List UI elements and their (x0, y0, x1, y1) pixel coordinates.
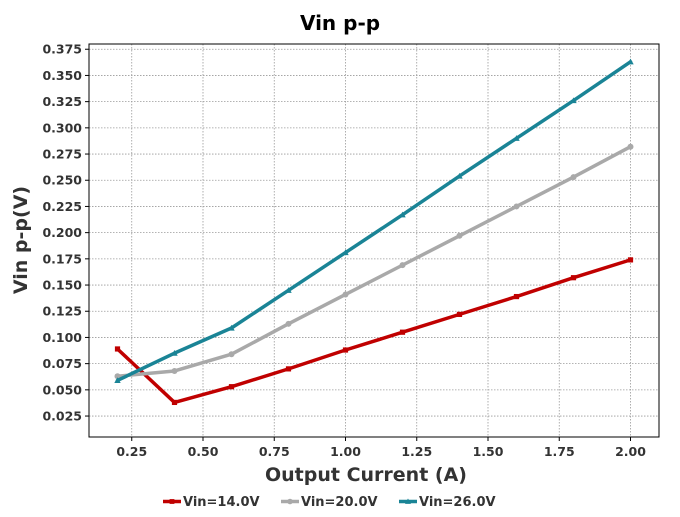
data-point (342, 291, 349, 298)
y-tick-label: 0.225 (42, 199, 82, 214)
legend-item: Vin=14.0V (163, 495, 260, 510)
data-point (228, 384, 235, 390)
series-line (115, 60, 633, 383)
data-point (405, 498, 411, 504)
x-tick-label: 1.75 (544, 444, 575, 459)
x-tick-label: 0.50 (188, 444, 219, 459)
y-tick-label: 0.350 (42, 68, 82, 83)
data-point (513, 293, 520, 300)
data-point (114, 373, 121, 380)
series-line (115, 258, 633, 405)
legend-label: Vin=26.0V (419, 495, 496, 510)
y-tick-label: 0.100 (42, 330, 82, 345)
data-point (570, 174, 577, 181)
y-tick-label: 0.300 (42, 120, 82, 135)
y-tick-label: 0.175 (42, 251, 82, 266)
data-point (342, 347, 349, 353)
series-vin-26-0v (114, 58, 634, 383)
y-tick-label: 0.250 (42, 173, 82, 188)
x-tick-label: 1.50 (473, 444, 504, 459)
data-point (114, 346, 121, 352)
data-point (171, 349, 178, 356)
data-point (627, 58, 634, 65)
plot-area (88, 43, 660, 438)
data-point (399, 211, 406, 218)
series-vin-20-0v (114, 143, 634, 380)
data-point (171, 367, 178, 374)
data-point (285, 287, 292, 293)
series-layer (114, 58, 634, 406)
data-point (456, 232, 463, 239)
y-tick-label: 0.025 (42, 409, 82, 424)
x-tick-label: 0.75 (259, 444, 290, 459)
y-tick-label: 0.050 (42, 382, 82, 397)
data-point (342, 249, 349, 256)
data-point (627, 143, 634, 150)
y-tick-label: 0.125 (42, 304, 82, 319)
data-point (570, 97, 577, 104)
data-point (114, 377, 121, 383)
data-point (171, 399, 178, 406)
legend-label: Vin=14.0V (183, 495, 260, 510)
data-point (287, 498, 293, 505)
y-tick-label: 0.150 (42, 278, 82, 293)
data-point (513, 203, 520, 210)
y-axis-label: Vin p-p(V) (10, 186, 32, 294)
data-point (228, 324, 235, 331)
x-tick-label: 1.25 (401, 444, 432, 459)
legend: Vin=14.0V Vin=20.0V Vin=26.0V (163, 495, 496, 510)
data-point (627, 257, 634, 263)
y-axis: 0.025 0.050 0.075 0.100 0.125 0.150 0.175 0.200… (42, 42, 89, 424)
y-tick-label: 0.325 (42, 94, 82, 109)
data-point (228, 351, 235, 358)
x-tick-label: 0.25 (116, 444, 147, 459)
legend-item: Vin=20.0V (281, 495, 378, 510)
x-tick-label: 2.00 (615, 444, 646, 459)
y-tick-label: 0.200 (42, 225, 82, 240)
data-point (456, 172, 463, 179)
x-axis-label: Output Current (A) (265, 464, 467, 486)
legend-label: Vin=20.0V (301, 495, 378, 510)
data-point (399, 262, 406, 269)
y-tick-label: 0.375 (42, 42, 82, 57)
data-point (169, 499, 175, 504)
chart-title: Vin p-p (300, 11, 380, 35)
series-vin-14-0v (114, 257, 634, 406)
data-point (285, 366, 292, 372)
data-point (570, 275, 577, 281)
y-tick-label: 0.275 (42, 147, 82, 162)
x-tick-label: 1.00 (330, 444, 361, 459)
data-point (456, 311, 463, 317)
data-point (399, 329, 406, 335)
x-axis: 0.25 0.50 0.75 1.00 1.25 1.50 1.75 2.00 (116, 437, 646, 459)
data-point (285, 320, 292, 327)
grid (89, 44, 659, 437)
y-tick-label: 0.075 (42, 356, 82, 371)
data-point (513, 135, 520, 141)
legend-item: Vin=26.0V (399, 495, 496, 510)
series-line (115, 144, 633, 378)
